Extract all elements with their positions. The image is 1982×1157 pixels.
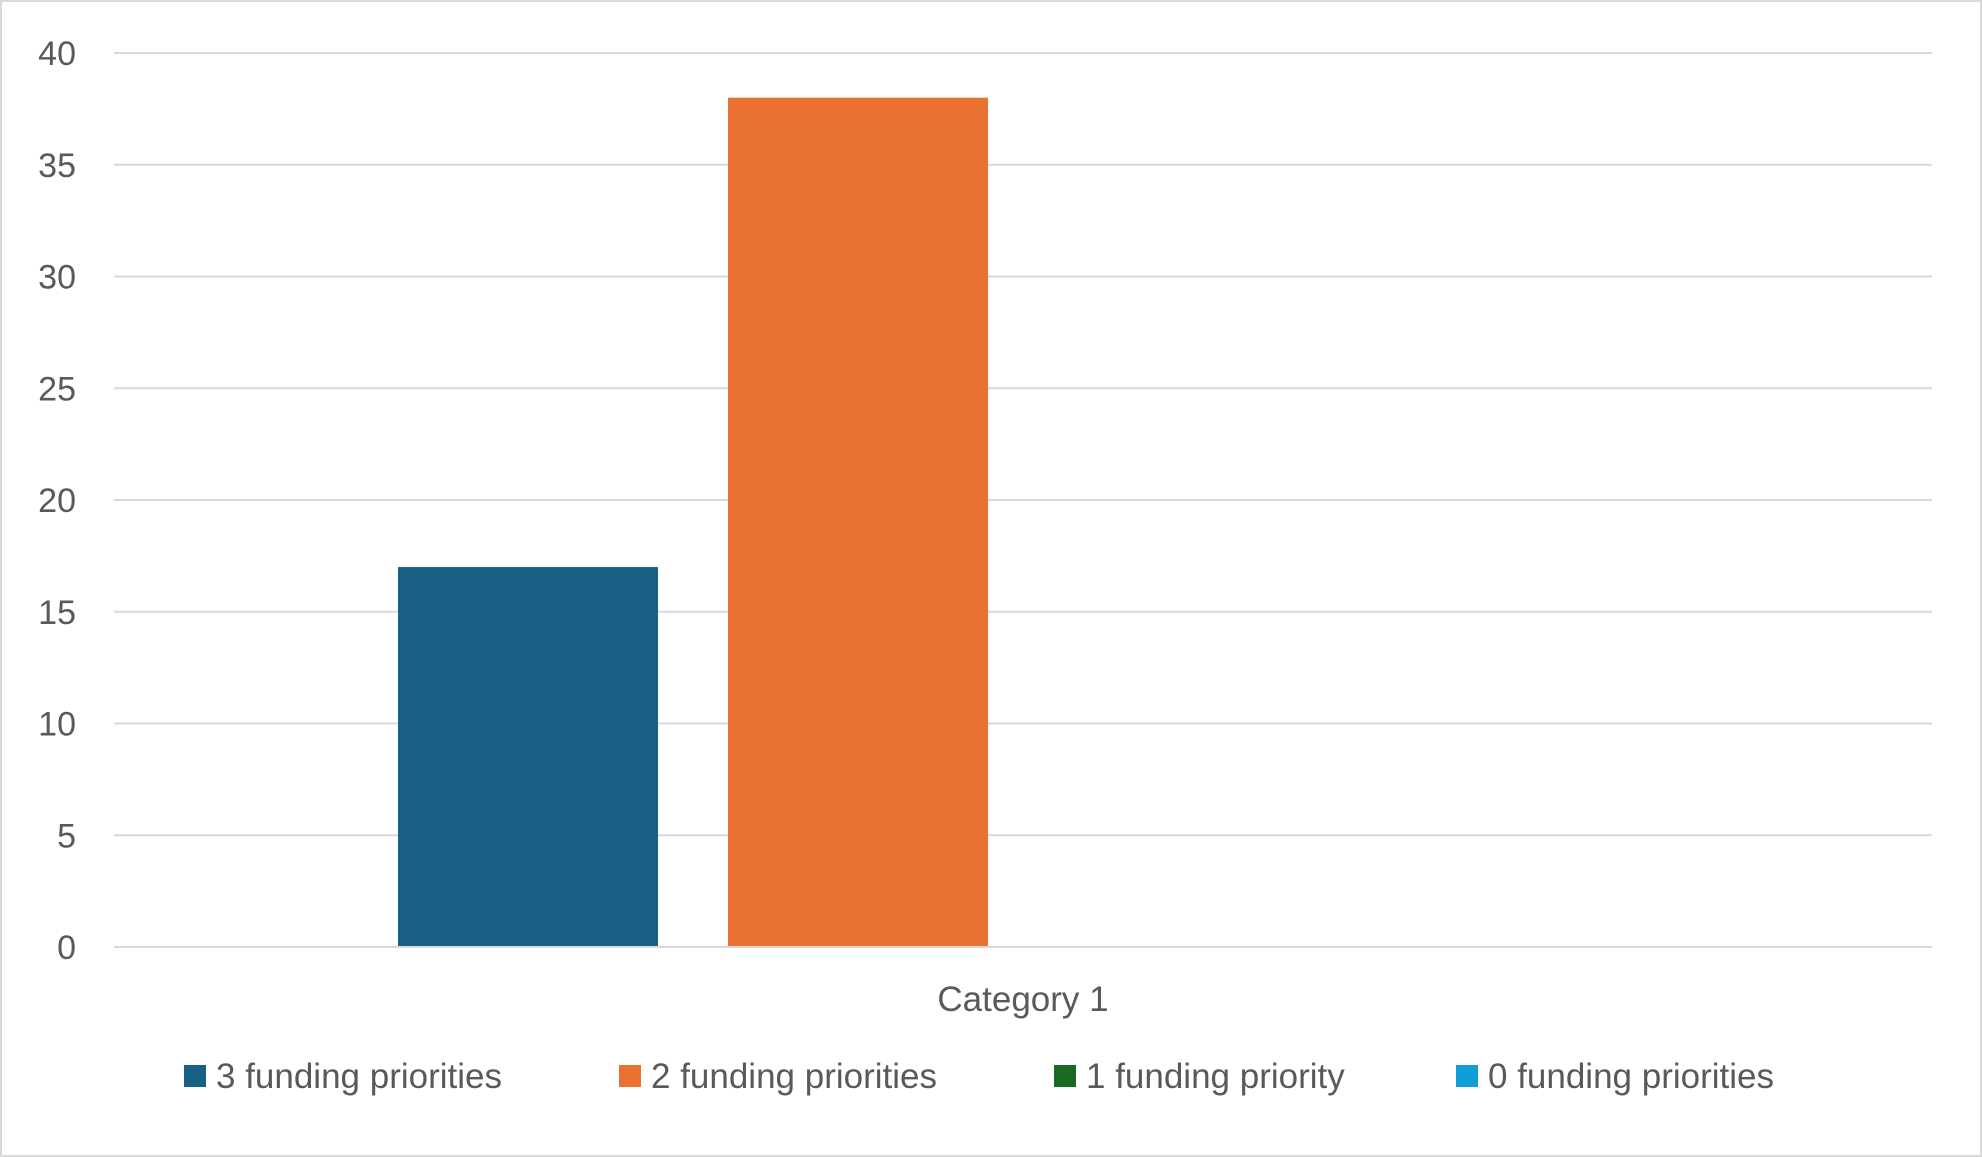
y-tick-label: 30 (38, 259, 76, 297)
y-tick-label: 0 (57, 929, 76, 967)
legend-swatch (1054, 1065, 1076, 1087)
category-label: Category 1 (937, 980, 1108, 1019)
gridlines (114, 52, 1932, 837)
y-tick-label: 10 (38, 706, 76, 744)
legend-label: 2 funding priorities (651, 1057, 937, 1096)
legend: 3 funding priorities 2 funding priorities… (184, 1057, 1774, 1096)
legend-label: 0 funding priorities (1488, 1057, 1774, 1096)
y-tick-label: 15 (38, 594, 76, 632)
bar-2-funding-priorities (728, 97, 988, 947)
legend-label: 1 funding priority (1086, 1057, 1345, 1096)
legend-label: 3 funding priorities (216, 1057, 502, 1096)
x-axis-categories: Category 1 (937, 980, 1108, 1019)
y-axis-ticks: 0 5 10 15 20 25 30 35 40 (38, 35, 76, 967)
y-tick-label: 40 (38, 35, 76, 73)
y-tick-label: 25 (38, 370, 76, 408)
legend-swatch (184, 1065, 206, 1087)
y-tick-label: 5 (57, 817, 76, 855)
bars (398, 97, 988, 947)
y-tick-label: 35 (38, 147, 76, 185)
bar-3-funding-priorities (398, 567, 658, 947)
legend-swatch (1456, 1065, 1478, 1087)
y-tick-label: 20 (38, 482, 76, 520)
legend-swatch (619, 1065, 641, 1087)
